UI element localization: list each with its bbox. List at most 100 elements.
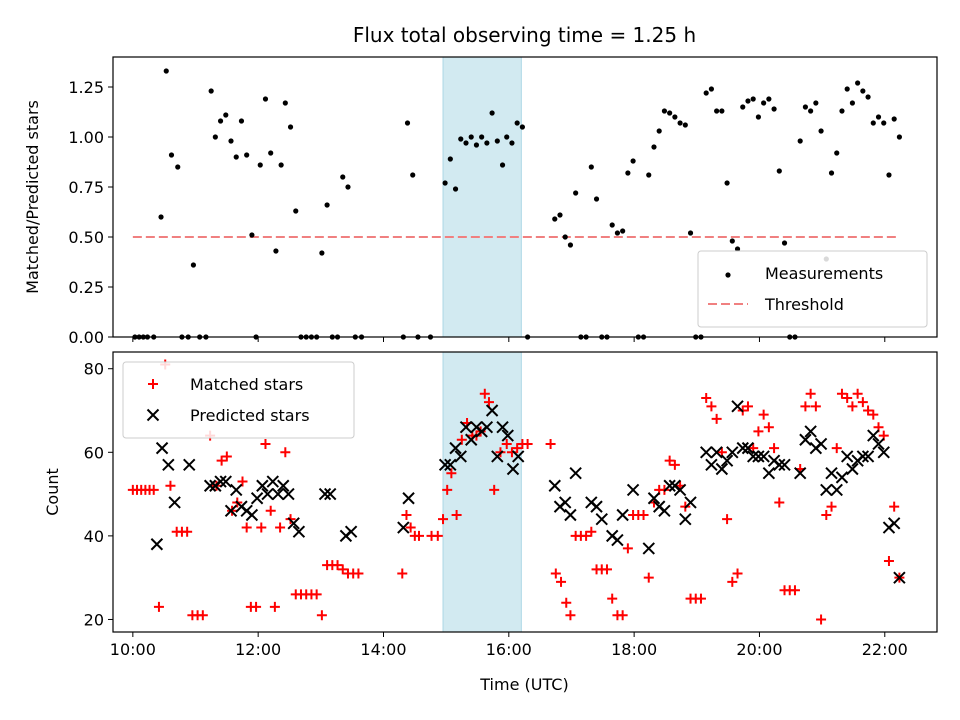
data-point: [344, 525, 358, 538]
data-point: [345, 184, 351, 190]
data-point: [800, 401, 811, 412]
data-point: [857, 397, 868, 408]
data-point: [852, 388, 863, 399]
data-point: [708, 86, 715, 92]
legend-label: Predicted stars: [190, 406, 310, 425]
data-point: [217, 118, 224, 124]
data-point: [405, 522, 416, 533]
data-point: [746, 450, 760, 463]
data-point: [311, 589, 322, 600]
data-point: [514, 120, 520, 126]
data-point: [266, 475, 279, 488]
data-point: [153, 601, 164, 612]
data-point: [699, 446, 713, 459]
data-point: [216, 455, 227, 466]
data-point: [861, 450, 875, 463]
data-point: [404, 120, 411, 126]
data-point: [719, 108, 725, 114]
data-point: [831, 443, 842, 454]
data-point: [548, 479, 561, 492]
data-point: [230, 483, 243, 497]
data-point: [446, 468, 457, 479]
data-point: [410, 172, 416, 178]
bottom-series-1: [150, 400, 906, 584]
chart-title: Flux total observing time = 1.25 h: [353, 23, 696, 47]
data-point: [863, 405, 874, 416]
y-tick-label: 0.50: [68, 228, 104, 247]
data-point: [826, 501, 837, 512]
data-point: [244, 152, 250, 158]
data-point: [447, 156, 453, 162]
data-point: [867, 429, 880, 442]
data-point: [793, 466, 807, 480]
data-point: [545, 438, 556, 449]
data-point: [769, 443, 780, 454]
legend-swatch: [148, 379, 158, 389]
data-point: [280, 447, 291, 458]
data-point: [238, 118, 245, 124]
y-tick-label: 1.00: [68, 128, 104, 147]
data-point: [705, 458, 718, 472]
data-point: [550, 568, 561, 579]
data-point: [287, 124, 294, 130]
data-point: [695, 593, 706, 604]
y-tick-label: 40: [84, 527, 104, 546]
data-point: [586, 526, 597, 537]
data-point: [758, 409, 769, 420]
data-point: [265, 505, 276, 516]
data-point: [875, 114, 882, 120]
data-point: [771, 106, 777, 112]
data-point: [158, 214, 164, 220]
data-point: [753, 426, 764, 437]
data-point: [175, 164, 181, 170]
data-point: [834, 150, 840, 156]
data-point: [257, 162, 263, 168]
data-point: [595, 512, 608, 526]
data-point: [148, 484, 159, 495]
data-point: [804, 425, 817, 438]
data-point: [197, 610, 208, 621]
data-point: [458, 136, 464, 142]
data-point: [805, 388, 816, 399]
data-point: [256, 479, 269, 492]
data-point: [658, 504, 671, 518]
data-point: [750, 96, 756, 102]
data-point: [611, 533, 624, 547]
data-point: [221, 451, 232, 462]
data-point: [397, 521, 410, 534]
data-point: [720, 454, 734, 467]
bottom-plot: 10:00 12:00 14:00 16:00 18:00 20:00 22:00 20 40 6…: [84, 351, 938, 659]
data-point: [687, 230, 694, 236]
data-point: [893, 571, 906, 584]
data-point: [736, 441, 749, 455]
data-point: [451, 509, 462, 520]
data-point: [757, 450, 770, 463]
data-point: [891, 116, 897, 122]
data-point: [821, 509, 832, 520]
data-point: [630, 158, 636, 164]
data-point: [588, 164, 594, 170]
data-point: [233, 154, 239, 160]
data-point: [287, 517, 300, 530]
data-point: [860, 88, 866, 94]
data-point: [840, 450, 854, 463]
data-point: [761, 100, 767, 106]
x-tick-label: 16:00: [486, 640, 532, 659]
data-point: [522, 438, 533, 449]
x-tick-label: 10:00: [110, 640, 156, 659]
data-point: [703, 90, 709, 96]
data-point: [401, 509, 412, 520]
data-point: [567, 242, 574, 248]
data-point: [512, 443, 523, 454]
y-tick-label: 20: [84, 610, 104, 629]
y-tick-label: 0.25: [68, 278, 104, 297]
legend-label: Matched stars: [190, 375, 303, 394]
data-point: [261, 487, 274, 501]
data-point: [241, 522, 252, 533]
data-point: [741, 441, 755, 455]
bottom-axes-frame: [112, 351, 938, 633]
data-point: [483, 397, 494, 408]
data-point: [830, 483, 843, 497]
data-point: [459, 421, 473, 434]
data-point: [667, 110, 673, 116]
